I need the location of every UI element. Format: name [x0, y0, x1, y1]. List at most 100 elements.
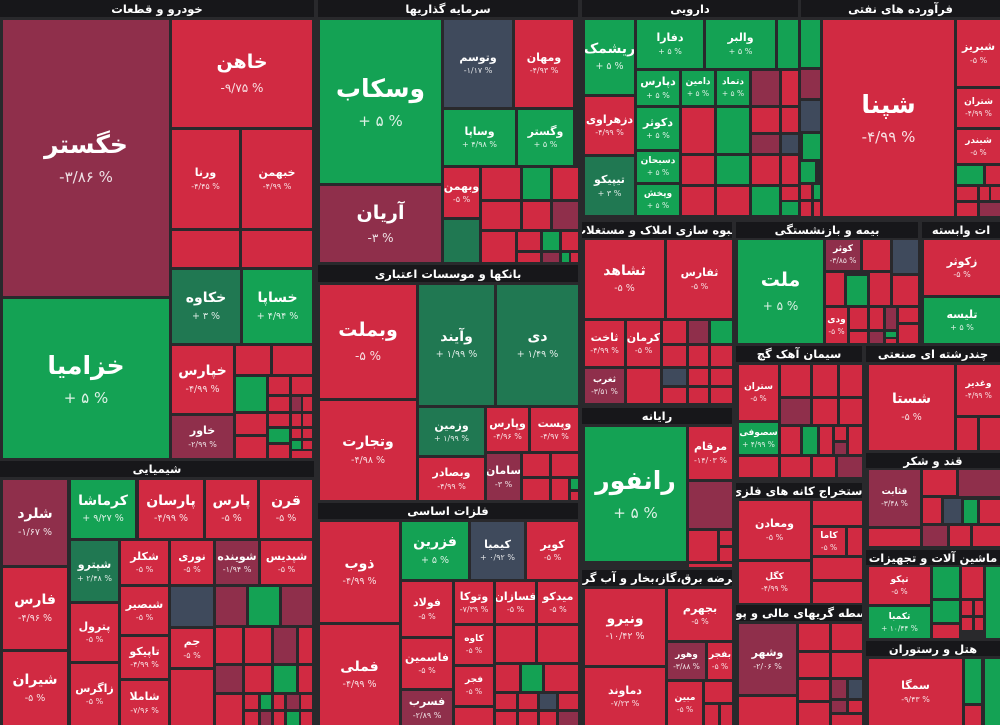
stock-tile-small[interactable] — [893, 240, 918, 273]
stock-tile-small[interactable] — [663, 346, 686, 366]
stock-tile-small[interactable] — [523, 479, 549, 500]
stock-tile-small[interactable] — [299, 628, 312, 663]
stock-tile-small[interactable] — [980, 418, 1000, 450]
stock-tile-small[interactable] — [832, 715, 862, 725]
stock-tile[interactable]: شپنا -۴/۹۹ % — [823, 20, 954, 216]
stock-tile-small[interactable] — [980, 187, 989, 200]
stock-tile-small[interactable] — [540, 712, 556, 725]
stock-tile-small[interactable] — [711, 369, 732, 385]
stock-tile-small[interactable] — [752, 187, 779, 215]
stock-tile-small[interactable] — [959, 470, 1000, 496]
stock-tile[interactable]: فارس -۴/۹۶ % — [3, 568, 67, 649]
stock-tile-small[interactable] — [717, 156, 749, 184]
stock-tile-small[interactable] — [571, 479, 578, 489]
stock-tile-small[interactable] — [944, 499, 961, 523]
stock-tile[interactable]: دی + ۱/۴۹ % — [497, 285, 578, 405]
stock-tile-small[interactable] — [249, 587, 279, 625]
stock-tile[interactable]: وتجارت -۴/۹۸ % — [320, 401, 416, 500]
stock-tile[interactable]: شکلر -۵ % — [121, 541, 168, 584]
stock-tile-small[interactable] — [292, 429, 301, 438]
stock-tile-small[interactable] — [933, 601, 959, 622]
stock-tile-small[interactable] — [863, 240, 890, 270]
stock-tile[interactable]: آریان -۳ % — [320, 186, 441, 262]
stock-tile-small[interactable] — [523, 168, 550, 199]
stock-tile-small[interactable] — [826, 273, 844, 305]
stock-tile-small[interactable] — [663, 321, 686, 343]
stock-tile-small[interactable] — [965, 706, 981, 725]
stock-tile-small[interactable] — [781, 399, 810, 424]
stock-tile-small[interactable] — [899, 308, 918, 322]
stock-tile-small[interactable] — [886, 332, 896, 337]
stock-tile[interactable]: فزرین + ۵ % — [402, 522, 468, 579]
stock-tile[interactable]: فملی -۴/۹۹ % — [320, 625, 399, 725]
stock-tile-small[interactable] — [782, 71, 798, 105]
stock-tile-small[interactable] — [813, 501, 862, 525]
stock-tile-small[interactable] — [720, 531, 732, 545]
stock-tile-small[interactable] — [559, 694, 578, 709]
stock-tile-small[interactable] — [814, 202, 820, 216]
stock-tile-small[interactable] — [292, 441, 301, 449]
stock-tile[interactable]: سمگا -۹/۴۳ % — [869, 659, 962, 725]
stock-tile[interactable]: کرماشا + ۹/۲۷ % — [71, 480, 135, 538]
stock-tile-small[interactable] — [245, 695, 258, 709]
stock-tile-small[interactable] — [523, 202, 550, 229]
stock-tile[interactable]: شبصیر -۵ % — [121, 587, 168, 634]
stock-tile-small[interactable] — [964, 500, 977, 523]
stock-tile-small[interactable] — [781, 457, 810, 477]
stock-tile-small[interactable] — [543, 232, 559, 250]
stock-tile-small[interactable] — [261, 695, 271, 709]
stock-tile-small[interactable] — [985, 659, 1000, 725]
stock-tile-small[interactable] — [869, 529, 920, 546]
stock-tile[interactable]: قثابت -۳/۴۸ % — [869, 470, 920, 526]
stock-tile[interactable]: کویر -۵ % — [527, 522, 578, 579]
stock-tile-small[interactable] — [752, 108, 779, 132]
stock-tile-small[interactable] — [870, 332, 883, 343]
stock-tile-small[interactable] — [813, 399, 837, 424]
stock-tile[interactable]: شبریز -۵ % — [957, 20, 1000, 86]
stock-tile-small[interactable] — [870, 308, 883, 329]
stock-tile-small[interactable] — [301, 712, 312, 725]
stock-tile[interactable]: ذوب -۴/۹۹ % — [320, 522, 399, 622]
stock-tile[interactable]: وبملت -۵ % — [320, 285, 416, 398]
stock-tile-small[interactable] — [663, 369, 686, 385]
stock-tile[interactable]: وپارس -۴/۹۶ % — [487, 408, 528, 451]
stock-tile-small[interactable] — [519, 712, 537, 725]
stock-tile[interactable]: وآیند + ۱/۹۹ % — [419, 285, 494, 405]
stock-tile-small[interactable] — [720, 548, 732, 561]
stock-tile-small[interactable] — [832, 624, 862, 650]
stock-tile-small[interactable] — [522, 665, 542, 691]
stock-tile-small[interactable] — [216, 695, 242, 725]
stock-tile[interactable]: دزهراوی -۴/۹۹ % — [585, 97, 634, 154]
stock-tile[interactable]: شلرد -۱/۶۷ % — [3, 480, 67, 565]
stock-tile-small[interactable] — [543, 253, 559, 262]
stock-tile[interactable]: ثفارس -۵ % — [667, 240, 732, 318]
stock-tile-small[interactable] — [870, 273, 890, 305]
stock-tile[interactable]: وتوکا -۷/۳۹ % — [455, 582, 493, 623]
stock-tile-small[interactable] — [274, 666, 296, 692]
stock-tile-small[interactable] — [739, 457, 778, 477]
stock-tile-small[interactable] — [813, 457, 835, 477]
stock-tile[interactable]: فجر -۵ % — [455, 667, 493, 705]
stock-tile-small[interactable] — [242, 231, 312, 267]
stock-tile-small[interactable] — [287, 695, 299, 709]
stock-tile-small[interactable] — [980, 203, 1000, 216]
stock-tile[interactable]: شپترو + ۲/۴۸ % — [71, 541, 118, 601]
stock-tile-small[interactable] — [682, 108, 714, 153]
stock-tile[interactable]: ثاخت -۴/۹۹ % — [585, 321, 624, 366]
stock-tile-small[interactable] — [799, 624, 829, 650]
stock-tile-small[interactable] — [893, 276, 918, 305]
stock-tile-small[interactable] — [562, 232, 578, 250]
stock-tile[interactable]: زکوثر -۵ % — [924, 240, 1000, 295]
stock-tile-small[interactable] — [832, 680, 846, 698]
stock-tile-small[interactable] — [689, 321, 708, 343]
stock-tile[interactable]: والبر + ۵ % — [706, 20, 775, 68]
stock-tile-small[interactable] — [689, 346, 708, 366]
stock-tile-small[interactable] — [552, 479, 568, 500]
stock-tile[interactable]: وساپا + ۴/۹۸ % — [444, 110, 515, 165]
stock-tile-small[interactable] — [705, 682, 732, 702]
stock-tile[interactable]: تلیسه + ۵ % — [924, 298, 1000, 343]
stock-tile[interactable]: خپارس -۴/۹۹ % — [172, 346, 233, 413]
stock-tile[interactable]: بجهرم -۵ % — [668, 589, 732, 640]
stock-tile[interactable]: کوثر -۳/۸۵ % — [826, 240, 860, 270]
stock-tile-small[interactable] — [923, 498, 941, 523]
